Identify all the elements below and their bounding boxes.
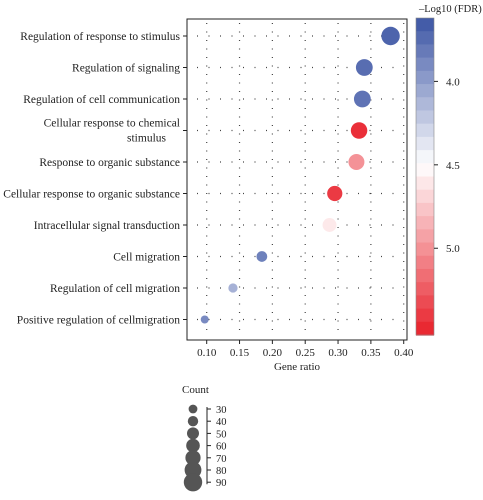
data-point — [355, 59, 373, 76]
colorbar-segment — [416, 176, 434, 191]
colorbar-tick-label: 4.5 — [446, 160, 460, 172]
colorbar-segment — [416, 282, 434, 296]
colorbar-segment — [416, 150, 434, 164]
x-tick-label: 0.30 — [328, 347, 348, 359]
colorbar-segment — [416, 202, 434, 217]
colorbar-segment — [416, 163, 434, 178]
category-label: Cellular response to organic substance — [3, 189, 180, 201]
category-label: Cell migration — [113, 252, 180, 264]
colorbar-segment — [416, 44, 434, 59]
x-tick-label: 0.35 — [361, 347, 381, 359]
size-legend-circle — [185, 450, 201, 466]
size-legend-circle — [188, 404, 198, 414]
colorbar-tick-label: 5.0 — [446, 243, 460, 255]
colorbar-segment — [416, 321, 434, 336]
data-point — [322, 218, 337, 232]
colorbar-segment — [416, 229, 434, 244]
category-label: Regulation of signaling — [72, 63, 180, 75]
category-label-line2: stimulus — [127, 133, 167, 145]
plot-frame — [186, 18, 408, 341]
size-legend-circle — [186, 438, 200, 453]
colorbar-segment — [416, 268, 434, 283]
data-point — [327, 185, 343, 202]
size-legend-label: 50 — [216, 429, 227, 440]
colorbar-segment — [416, 57, 434, 72]
size-legend-label: 80 — [216, 466, 227, 477]
data-point — [228, 283, 238, 293]
size-legend-circle — [187, 427, 199, 440]
size-legend-title: Count — [182, 384, 209, 396]
data-point — [350, 122, 368, 139]
colorbar-segment — [416, 255, 434, 270]
colorbar-segment — [416, 242, 434, 257]
colorbar-segment — [416, 70, 434, 85]
category-label: Cellular response to chemical — [44, 118, 180, 130]
size-legend-label: 70 — [216, 454, 227, 465]
colorbar-segment — [416, 295, 434, 310]
colorbar-segment — [416, 31, 434, 46]
x-axis-title: Gene ratio — [274, 361, 321, 373]
size-legend-circle — [187, 416, 199, 427]
category-label: Regulation of cell communication — [23, 94, 180, 106]
category-label: Regulation of response to stimulus — [20, 31, 180, 43]
size-legend-label: 30 — [216, 405, 227, 416]
size-legend-label: 90 — [216, 478, 227, 489]
colorbar-segment — [416, 308, 434, 323]
colorbar-segment — [416, 97, 434, 112]
data-point — [256, 251, 268, 262]
x-tick-label: 0.25 — [296, 347, 316, 359]
colorbar-segment — [416, 110, 434, 125]
colorbar-segment — [416, 18, 434, 32]
colorbar-segment — [416, 189, 434, 204]
colorbar-segment — [416, 123, 434, 138]
colorbar-title: –Log10 (FDR) — [418, 4, 482, 15]
category-label: Intracellular signal transduction — [34, 220, 181, 232]
colorbar-segment — [416, 136, 434, 151]
colorbar-tick-label: 4.0 — [446, 76, 460, 88]
data-point — [348, 154, 365, 170]
category-label: Response to organic substance — [39, 157, 180, 169]
colorbar-segment — [416, 84, 434, 98]
category-label: Positive regulation of cellmigration — [17, 315, 180, 327]
x-tick-label: 0.40 — [394, 347, 414, 359]
data-point — [353, 90, 371, 108]
size-legend-label: 60 — [216, 442, 227, 453]
x-tick-label: 0.20 — [263, 347, 283, 359]
size-legend-circle — [183, 473, 203, 492]
data-point — [381, 26, 400, 46]
data-point — [200, 315, 209, 324]
x-tick-label: 0.15 — [230, 347, 250, 359]
category-label: Regulation of cell migration — [50, 283, 180, 295]
colorbar-segment — [416, 216, 434, 230]
x-tick-label: 0.10 — [197, 347, 217, 359]
colorbar-frame — [415, 17, 435, 336]
size-legend-label: 40 — [216, 417, 227, 428]
